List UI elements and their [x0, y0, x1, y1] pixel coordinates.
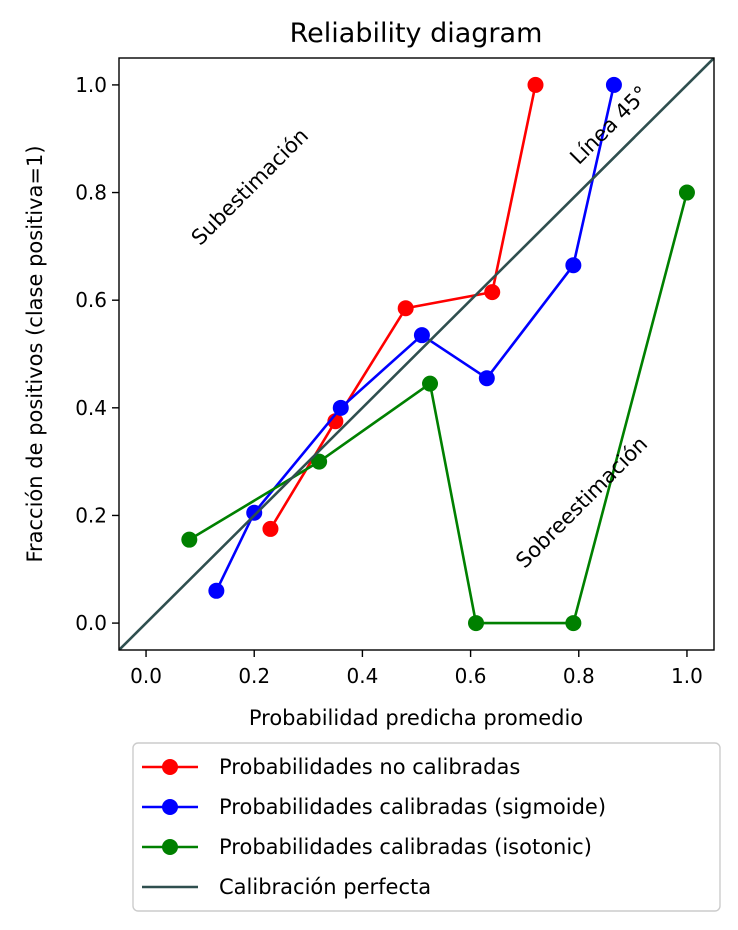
data-point — [678, 184, 695, 201]
plot-area: 0.0 0.2 0.4 0.6 0.8 1.0 0.0 0.2 0.4 0.6 0.8 1.0 Sube… — [75, 57, 715, 688]
data-point — [605, 76, 622, 93]
series-group — [119, 58, 714, 650]
annotation-1: Sobreestimación — [511, 432, 652, 573]
data-point — [262, 520, 279, 537]
data-point — [527, 76, 544, 93]
data-point — [422, 375, 439, 392]
y-tick-label: 0.6 — [75, 288, 107, 312]
data-point — [468, 615, 484, 632]
x-tick-label: 1.0 — [671, 664, 703, 688]
legend-label-1: Probabilidades calibradas (sigmoide) — [219, 795, 606, 819]
x-tick-label: 0.8 — [563, 664, 595, 688]
x-tick-label: 0.6 — [455, 664, 487, 688]
y-tick-label: 0.8 — [75, 181, 107, 205]
series-line-3 — [119, 58, 714, 650]
legend-marker-1 — [162, 799, 178, 815]
legend-label-3: Calibración perfecta — [219, 875, 431, 899]
annotation-0: Subestimación — [187, 123, 313, 249]
data-point — [208, 582, 225, 599]
data-point — [397, 300, 414, 317]
data-point — [181, 531, 198, 548]
legend-box — [132, 742, 721, 912]
legend-label-2: Probabilidades calibradas (isotonic) — [219, 835, 592, 859]
data-point — [565, 615, 582, 632]
chart-title: Reliability diagram — [290, 18, 543, 49]
data-point — [478, 370, 495, 387]
legend-label-0: Probabilidades no calibradas — [219, 755, 520, 779]
data-point — [484, 284, 501, 301]
axes-frame — [118, 57, 715, 651]
data-point — [565, 257, 582, 274]
y-axis-label: Fracción de positivos (clase positiva=1) — [23, 145, 47, 562]
x-tick-label: 0.0 — [130, 664, 162, 688]
legend-marker-2 — [162, 839, 178, 855]
y-tick-label: 1.0 — [75, 73, 107, 97]
data-point — [332, 399, 349, 416]
data-point — [311, 453, 328, 470]
x-tick-label: 0.2 — [238, 664, 270, 688]
data-point — [413, 327, 430, 344]
x-axis-label: Probabilidad predicha promedio — [249, 706, 583, 730]
legend: Probabilidades no calibradas Probabilidad… — [132, 742, 721, 912]
y-tick-label: 0.4 — [75, 396, 107, 420]
data-point — [246, 504, 263, 521]
y-tick-label: 0.2 — [75, 503, 107, 527]
annotation-2: Línea 45° — [565, 81, 653, 169]
legend-marker-0 — [162, 759, 178, 775]
series-line-2 — [188, 192, 689, 625]
x-tick-label: 0.4 — [347, 664, 379, 688]
y-tick-label: 0.0 — [75, 611, 107, 635]
